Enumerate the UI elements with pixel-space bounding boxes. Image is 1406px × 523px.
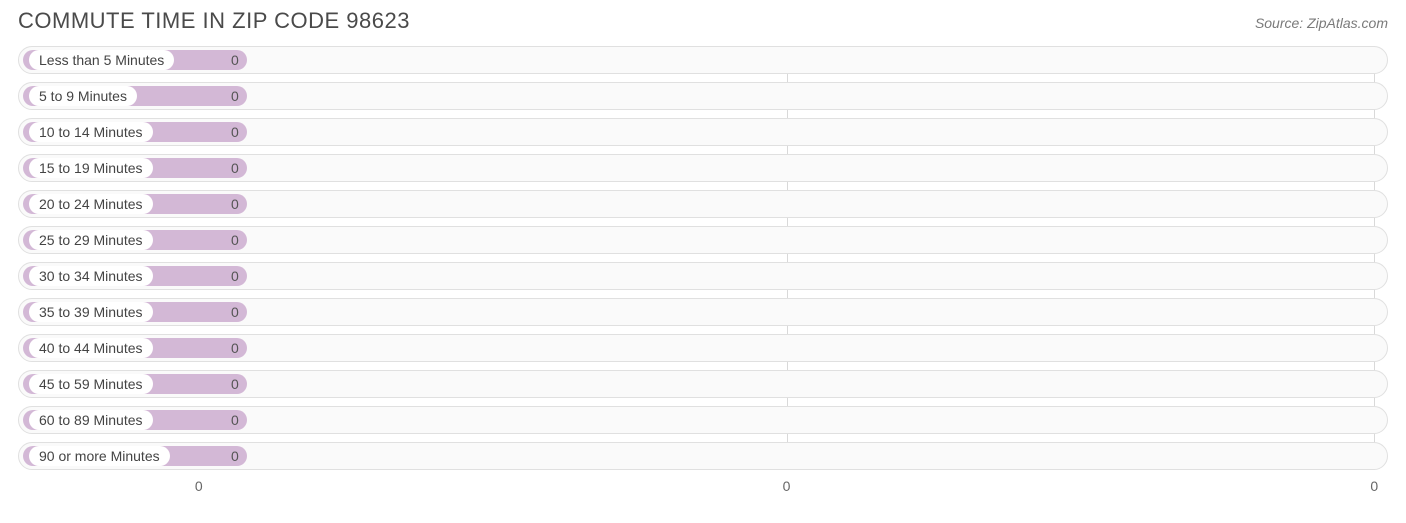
- bar: Less than 5 Minutes: [23, 50, 247, 70]
- category-label: 40 to 44 Minutes: [29, 338, 153, 358]
- value-label: 0: [231, 52, 239, 68]
- value-label: 0: [231, 124, 239, 140]
- bar: 10 to 14 Minutes: [23, 122, 247, 142]
- chart-source: Source: ZipAtlas.com: [1255, 15, 1388, 31]
- x-tick-label: 0: [195, 478, 203, 494]
- value-label: 0: [231, 196, 239, 212]
- x-axis: 0 0 0: [18, 478, 1388, 500]
- bar-row: Less than 5 Minutes 0: [18, 46, 1388, 74]
- bar-row: 90 or more Minutes 0: [18, 442, 1388, 470]
- bar: 35 to 39 Minutes: [23, 302, 247, 322]
- category-label: 90 or more Minutes: [29, 446, 170, 466]
- bar-row: 5 to 9 Minutes 0: [18, 82, 1388, 110]
- value-label: 0: [231, 340, 239, 356]
- bar-row: 20 to 24 Minutes 0: [18, 190, 1388, 218]
- x-tick-label: 0: [783, 478, 791, 494]
- value-label: 0: [231, 304, 239, 320]
- value-label: 0: [231, 448, 239, 464]
- x-tick-label: 0: [1370, 478, 1378, 494]
- value-label: 0: [231, 160, 239, 176]
- category-label: 30 to 34 Minutes: [29, 266, 153, 286]
- bar: 30 to 34 Minutes: [23, 266, 247, 286]
- chart-area: Less than 5 Minutes05 to 9 Minutes010 to…: [0, 38, 1406, 500]
- value-label: 0: [231, 376, 239, 392]
- category-label: 60 to 89 Minutes: [29, 410, 153, 430]
- bar-row: 15 to 19 Minutes 0: [18, 154, 1388, 182]
- bar-row: 45 to 59 Minutes 0: [18, 370, 1388, 398]
- chart-header: COMMUTE TIME IN ZIP CODE 98623 Source: Z…: [0, 0, 1406, 38]
- bar-row: 60 to 89 Minutes 0: [18, 406, 1388, 434]
- value-label: 0: [231, 232, 239, 248]
- bar-row: 30 to 34 Minutes 0: [18, 262, 1388, 290]
- bar: 60 to 89 Minutes: [23, 410, 247, 430]
- bar-row: 40 to 44 Minutes 0: [18, 334, 1388, 362]
- bar: 25 to 29 Minutes: [23, 230, 247, 250]
- bar: 90 or more Minutes: [23, 446, 247, 466]
- category-label: Less than 5 Minutes: [29, 50, 174, 70]
- chart-title: COMMUTE TIME IN ZIP CODE 98623: [18, 8, 410, 34]
- bar: 20 to 24 Minutes: [23, 194, 247, 214]
- bar: 15 to 19 Minutes: [23, 158, 247, 178]
- value-label: 0: [231, 268, 239, 284]
- category-label: 20 to 24 Minutes: [29, 194, 153, 214]
- value-label: 0: [231, 412, 239, 428]
- category-label: 10 to 14 Minutes: [29, 122, 153, 142]
- bar-row: 10 to 14 Minutes 0: [18, 118, 1388, 146]
- bar: 5 to 9 Minutes: [23, 86, 247, 106]
- category-label: 15 to 19 Minutes: [29, 158, 153, 178]
- bar: 40 to 44 Minutes: [23, 338, 247, 358]
- bar-row: 35 to 39 Minutes 0: [18, 298, 1388, 326]
- bar-row: 25 to 29 Minutes 0: [18, 226, 1388, 254]
- category-label: 25 to 29 Minutes: [29, 230, 153, 250]
- category-label: 5 to 9 Minutes: [29, 86, 137, 106]
- category-label: 45 to 59 Minutes: [29, 374, 153, 394]
- category-label: 35 to 39 Minutes: [29, 302, 153, 322]
- value-label: 0: [231, 88, 239, 104]
- chart-plot: Less than 5 Minutes05 to 9 Minutes010 to…: [18, 46, 1388, 470]
- bar: 45 to 59 Minutes: [23, 374, 247, 394]
